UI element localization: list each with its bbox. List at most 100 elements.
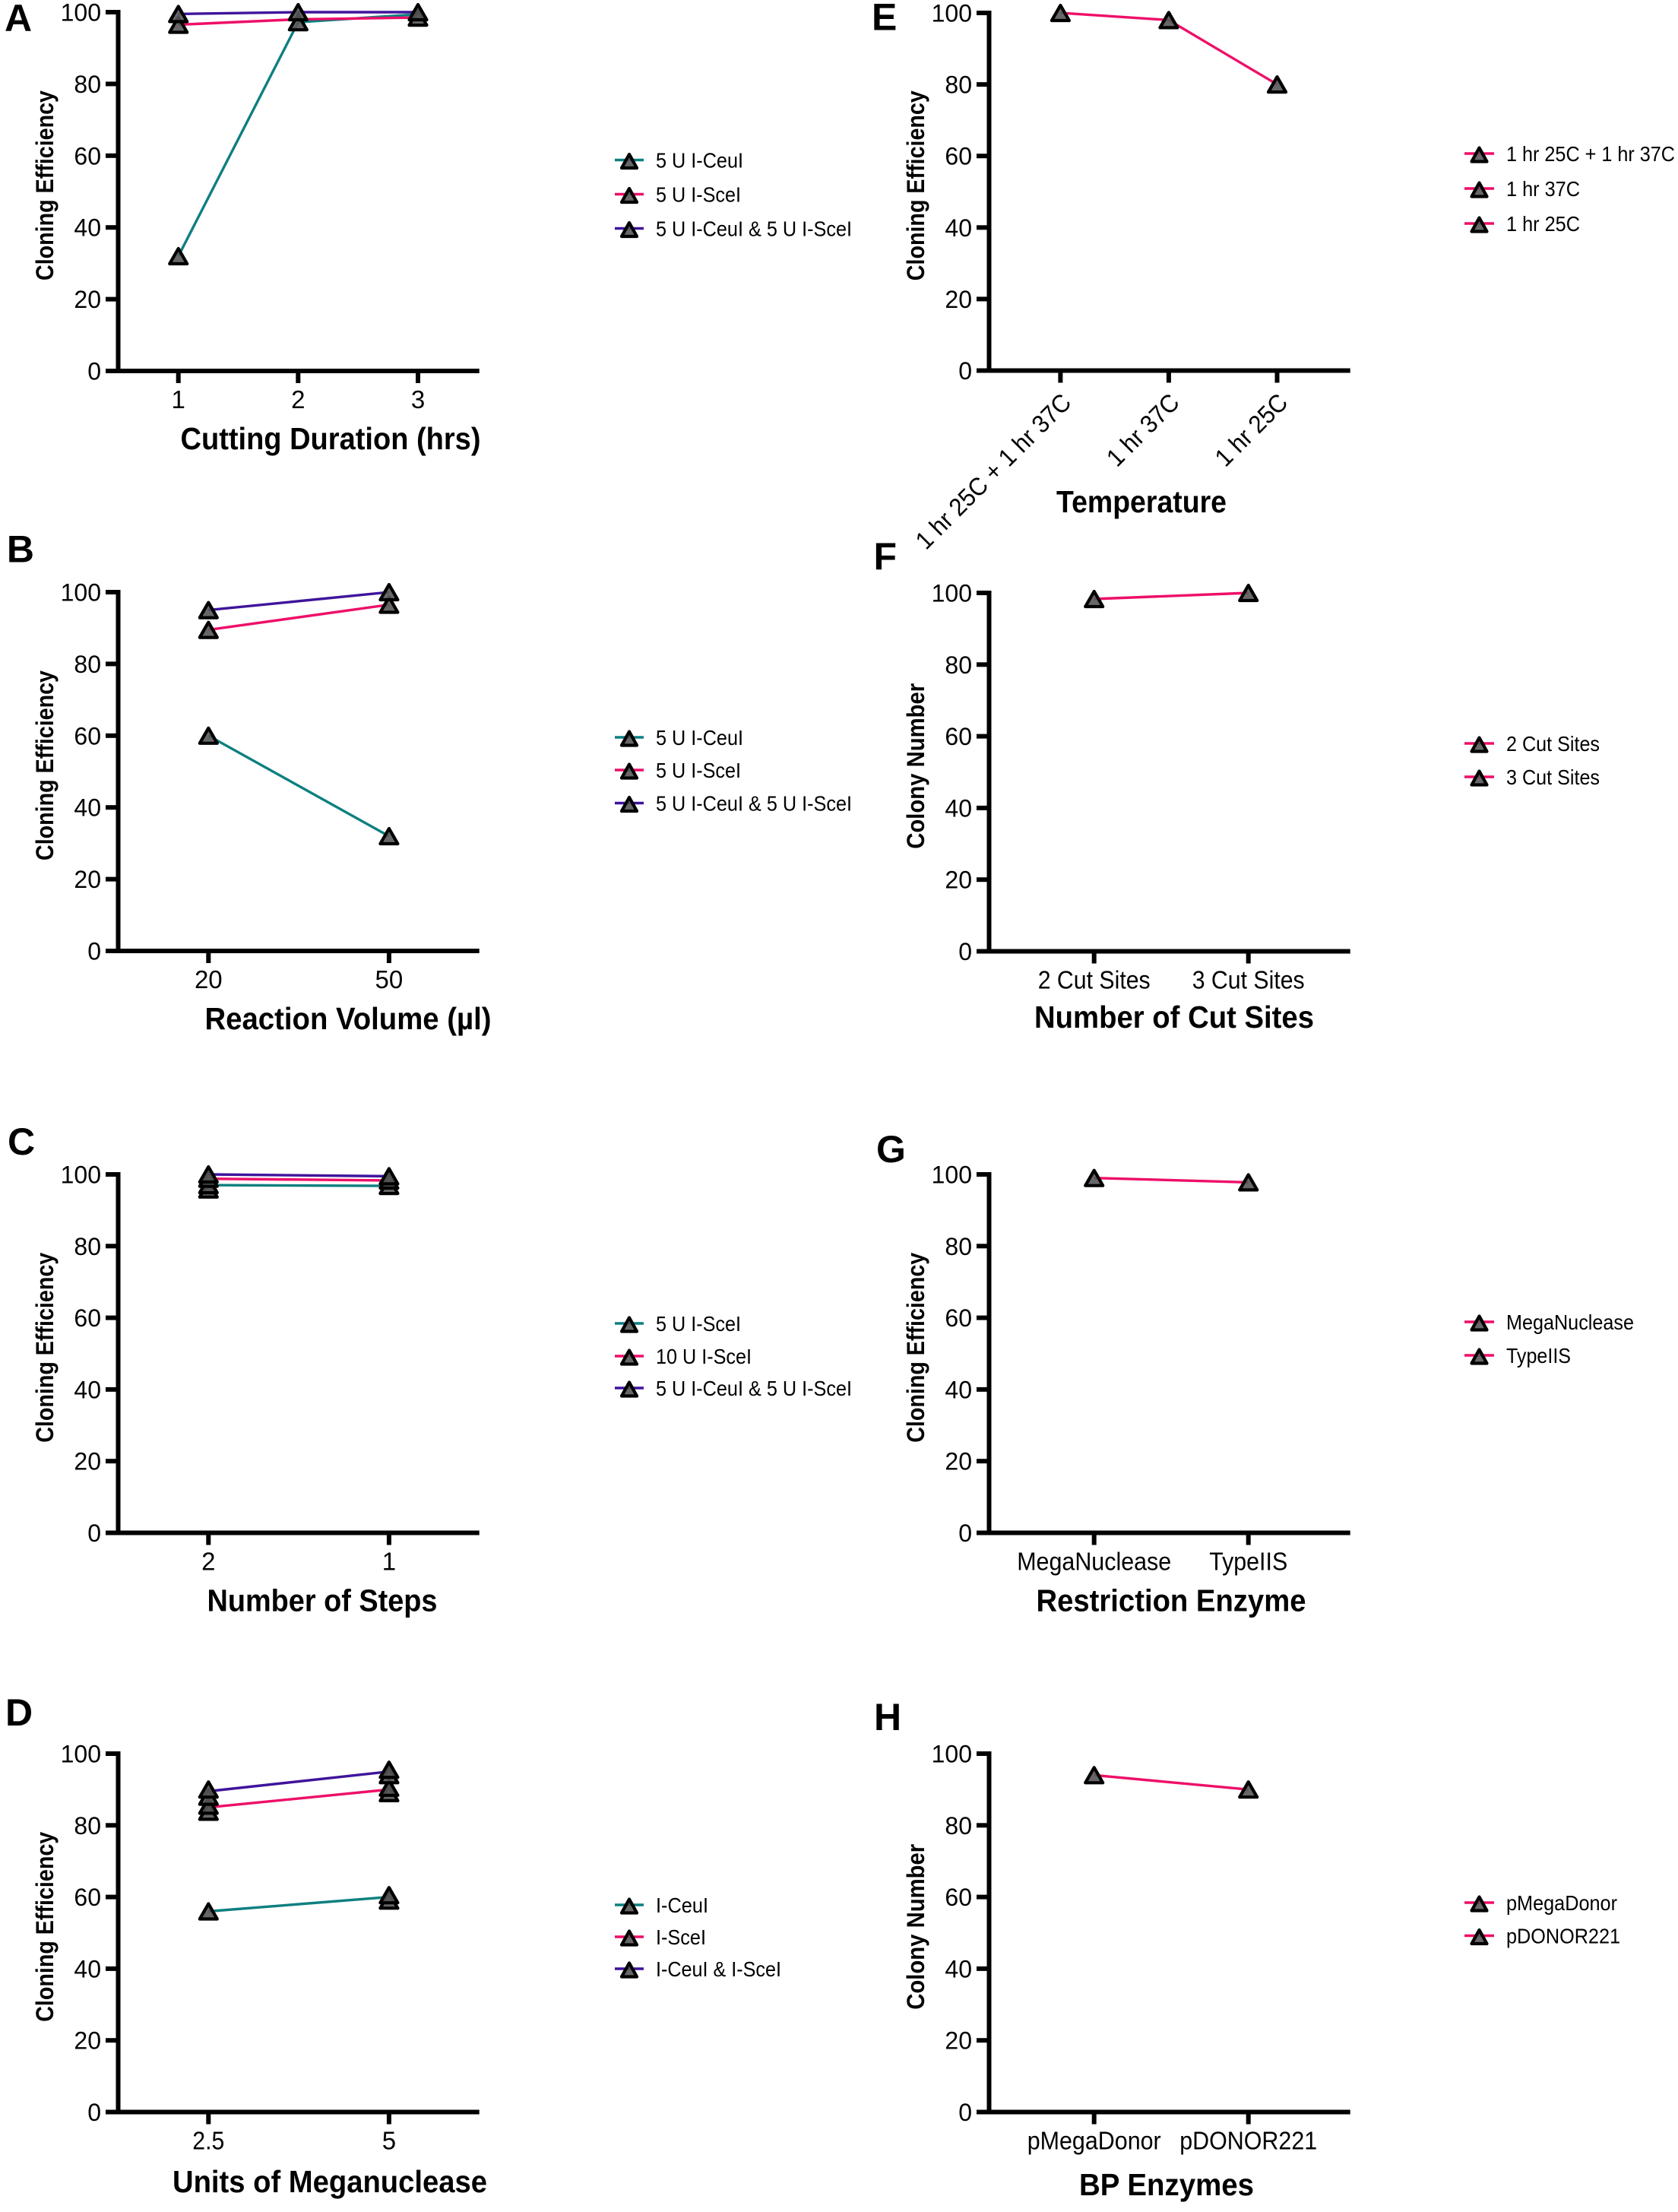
svg-text:20: 20 bbox=[74, 2027, 101, 2055]
svg-text:pMegaDonor: pMegaDonor bbox=[1027, 2127, 1161, 2155]
svg-text:40: 40 bbox=[945, 214, 972, 242]
svg-text:0: 0 bbox=[958, 1520, 972, 1547]
svg-text:40: 40 bbox=[74, 1955, 101, 1982]
svg-text:I-SceI: I-SceI bbox=[656, 1925, 706, 1949]
svg-text:E: E bbox=[872, 0, 897, 39]
svg-text:Cloning Efficiency: Cloning Efficiency bbox=[31, 90, 59, 280]
svg-text:20: 20 bbox=[945, 2027, 972, 2055]
svg-text:20: 20 bbox=[74, 286, 101, 313]
svg-text:60: 60 bbox=[74, 1884, 101, 1911]
svg-text:pDONOR221: pDONOR221 bbox=[1506, 1925, 1620, 1948]
svg-text:40: 40 bbox=[945, 794, 972, 822]
svg-text:Reaction Volume (µl): Reaction Volume (µl) bbox=[205, 1001, 492, 1036]
svg-text:5 U I-CeuI: 5 U I-CeuI bbox=[656, 149, 743, 173]
svg-text:40: 40 bbox=[74, 794, 101, 822]
svg-text:100: 100 bbox=[932, 1161, 972, 1189]
svg-text:20: 20 bbox=[945, 1448, 972, 1475]
svg-text:0: 0 bbox=[87, 938, 101, 965]
svg-text:100: 100 bbox=[932, 1741, 972, 1768]
svg-text:0: 0 bbox=[958, 2099, 972, 2126]
svg-text:20: 20 bbox=[195, 965, 223, 993]
svg-text:0: 0 bbox=[958, 357, 972, 385]
svg-text:H: H bbox=[874, 1696, 901, 1738]
svg-text:5 U I-CeuI & 5 U I-SceI: 5 U I-CeuI & 5 U I-SceI bbox=[656, 217, 852, 241]
svg-text:D: D bbox=[5, 1691, 33, 1734]
svg-text:80: 80 bbox=[945, 1233, 972, 1260]
svg-text:80: 80 bbox=[945, 1812, 972, 1840]
svg-text:Colony Number: Colony Number bbox=[902, 683, 929, 849]
svg-text:1 hr 25C + 1 hr 37C: 1 hr 25C + 1 hr 37C bbox=[1506, 142, 1675, 166]
svg-text:100: 100 bbox=[61, 0, 101, 27]
svg-text:80: 80 bbox=[945, 71, 972, 99]
svg-text:5 U I-CeuI & 5 U I-SceI: 5 U I-CeuI & 5 U I-SceI bbox=[656, 1377, 852, 1400]
svg-text:TypeIIS: TypeIIS bbox=[1506, 1344, 1571, 1367]
svg-text:5: 5 bbox=[382, 2127, 396, 2155]
svg-text:80: 80 bbox=[945, 651, 972, 679]
svg-text:60: 60 bbox=[74, 142, 101, 170]
svg-text:2: 2 bbox=[201, 1548, 215, 1576]
svg-text:100: 100 bbox=[61, 1161, 101, 1189]
svg-text:Number of Steps: Number of Steps bbox=[207, 1583, 438, 1618]
svg-text:pMegaDonor: pMegaDonor bbox=[1506, 1891, 1617, 1915]
svg-text:Cloning Efficiency: Cloning Efficiency bbox=[31, 1832, 59, 2022]
svg-text:5 U I-SceI: 5 U I-SceI bbox=[656, 1312, 741, 1336]
svg-text:3 Cut Sites: 3 Cut Sites bbox=[1192, 966, 1305, 994]
svg-text:5 U I-SceI: 5 U I-SceI bbox=[656, 759, 741, 782]
svg-text:2.5: 2.5 bbox=[192, 2127, 224, 2155]
svg-text:Cloning Efficiency: Cloning Efficiency bbox=[902, 1253, 929, 1443]
svg-text:F: F bbox=[874, 535, 898, 578]
svg-text:Restriction Enzyme: Restriction Enzyme bbox=[1037, 1583, 1306, 1618]
svg-text:MegaNuclease: MegaNuclease bbox=[1017, 1548, 1171, 1576]
svg-text:5 U I-CeuI & 5 U I-SceI: 5 U I-CeuI & 5 U I-SceI bbox=[656, 792, 852, 816]
svg-text:100: 100 bbox=[932, 580, 972, 607]
svg-text:0: 0 bbox=[958, 938, 972, 965]
svg-text:pDONOR221: pDONOR221 bbox=[1179, 2127, 1317, 2155]
svg-text:TypeIIS: TypeIIS bbox=[1209, 1548, 1287, 1576]
svg-text:I-CeuI: I-CeuI bbox=[656, 1894, 708, 1917]
svg-text:Cutting Duration (hrs): Cutting Duration (hrs) bbox=[181, 421, 481, 456]
svg-text:100: 100 bbox=[932, 0, 972, 27]
svg-text:80: 80 bbox=[74, 71, 101, 98]
svg-text:80: 80 bbox=[74, 1233, 101, 1260]
svg-text:100: 100 bbox=[61, 1741, 101, 1768]
svg-text:20: 20 bbox=[945, 286, 972, 313]
svg-text:20: 20 bbox=[74, 1448, 101, 1475]
svg-text:60: 60 bbox=[945, 143, 972, 170]
svg-text:1 hr 37C: 1 hr 37C bbox=[1506, 177, 1580, 201]
svg-text:MegaNuclease: MegaNuclease bbox=[1506, 1310, 1634, 1334]
svg-text:20: 20 bbox=[74, 866, 101, 893]
svg-text:B: B bbox=[7, 528, 34, 571]
svg-text:60: 60 bbox=[945, 1884, 972, 1911]
svg-text:0: 0 bbox=[87, 358, 101, 385]
svg-text:3: 3 bbox=[411, 385, 425, 414]
svg-text:50: 50 bbox=[375, 965, 404, 993]
svg-text:A: A bbox=[5, 0, 32, 40]
svg-text:40: 40 bbox=[945, 1376, 972, 1403]
svg-text:Units of Meganuclease: Units of Meganuclease bbox=[173, 2164, 487, 2199]
svg-text:60: 60 bbox=[74, 1304, 101, 1332]
svg-text:40: 40 bbox=[74, 214, 101, 242]
svg-text:1 hr 25C: 1 hr 25C bbox=[1506, 212, 1580, 236]
svg-text:1: 1 bbox=[172, 385, 185, 414]
svg-text:2 Cut Sites: 2 Cut Sites bbox=[1506, 732, 1600, 756]
svg-text:Temperature: Temperature bbox=[1056, 484, 1227, 519]
svg-text:Colony Number: Colony Number bbox=[902, 1844, 929, 2010]
svg-text:10 U I-SceI: 10 U I-SceI bbox=[656, 1345, 752, 1368]
svg-text:60: 60 bbox=[74, 722, 101, 749]
svg-text:C: C bbox=[8, 1120, 35, 1163]
svg-text:I-CeuI & I-SceI: I-CeuI & I-SceI bbox=[656, 1957, 781, 1981]
svg-text:Cloning Efficiency: Cloning Efficiency bbox=[31, 670, 59, 860]
svg-text:40: 40 bbox=[74, 1376, 101, 1403]
svg-text:5 U I-SceI: 5 U I-SceI bbox=[656, 183, 741, 207]
svg-text:Cloning Efficiency: Cloning Efficiency bbox=[902, 90, 929, 280]
svg-text:0: 0 bbox=[87, 2099, 101, 2126]
svg-text:100: 100 bbox=[61, 579, 101, 607]
svg-text:3 Cut Sites: 3 Cut Sites bbox=[1506, 765, 1600, 789]
svg-text:G: G bbox=[876, 1128, 906, 1171]
svg-text:Number of Cut Sites: Number of Cut Sites bbox=[1034, 1000, 1314, 1035]
svg-text:0: 0 bbox=[87, 1520, 101, 1547]
svg-text:BP Enzymes: BP Enzymes bbox=[1079, 2167, 1254, 2202]
svg-text:80: 80 bbox=[74, 651, 101, 678]
svg-text:80: 80 bbox=[74, 1812, 101, 1840]
svg-text:Cloning Efficiency: Cloning Efficiency bbox=[31, 1253, 59, 1443]
